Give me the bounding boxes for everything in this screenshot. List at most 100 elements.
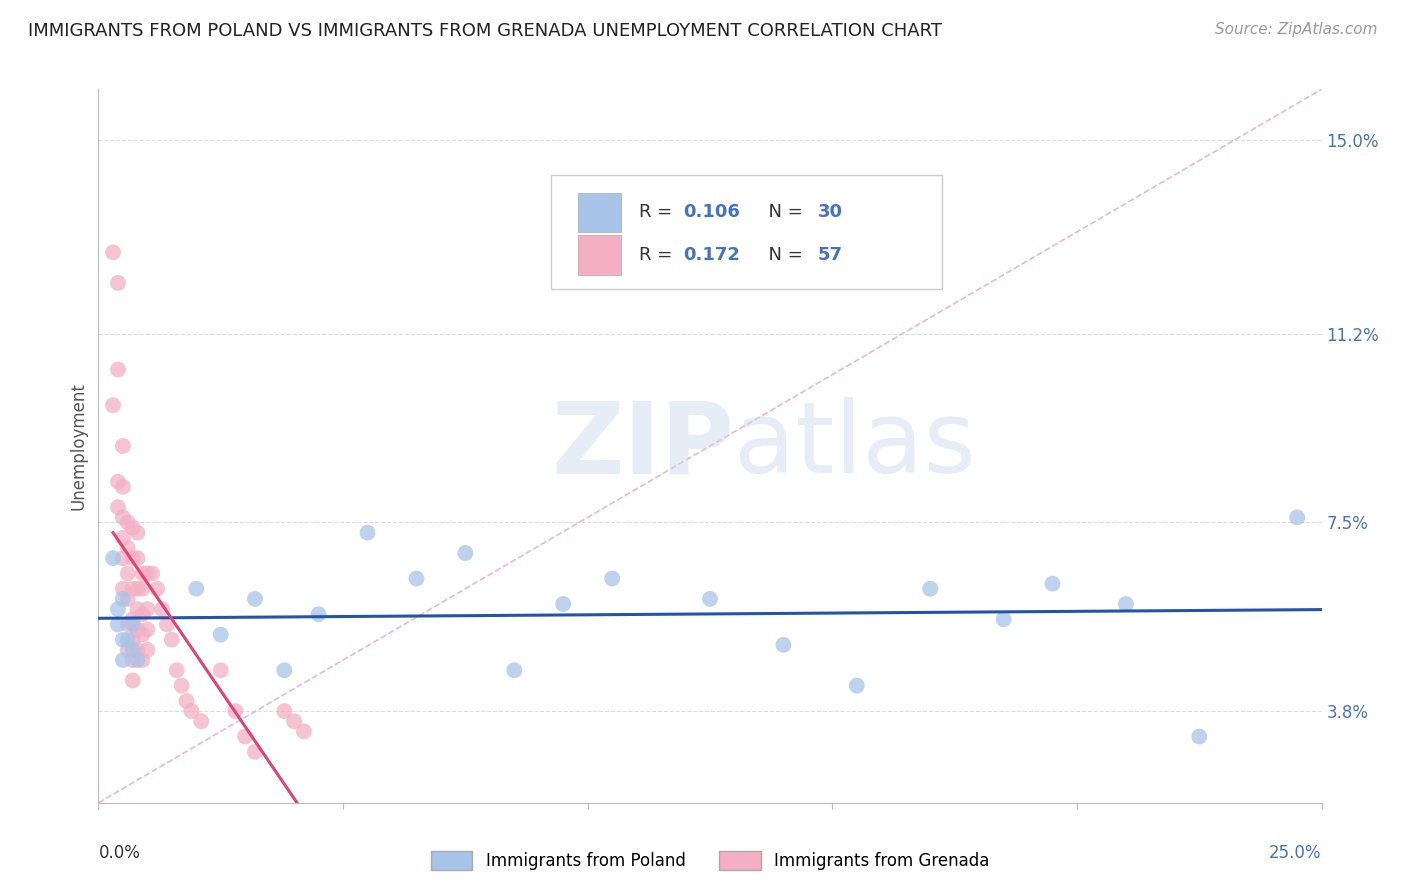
Text: 57: 57 [818,246,842,264]
Point [121,612,143,626]
Point [224,704,246,718]
Point [111,632,134,647]
Point [243,591,266,606]
Point [127,525,149,540]
Text: R =: R = [640,246,678,264]
Point [292,724,315,739]
Point [121,520,143,534]
Point [111,591,134,606]
Point [107,617,129,632]
Point [107,276,129,290]
Point [121,582,143,596]
Point [121,617,143,632]
Text: IMMIGRANTS FROM POLAND VS IMMIGRANTS FROM GRENADA UNEMPLOYMENT CORRELATION CHART: IMMIGRANTS FROM POLAND VS IMMIGRANTS FRO… [28,22,942,40]
Point [121,673,143,688]
Point [107,500,129,515]
Text: ZIP: ZIP [551,398,734,494]
Text: N =: N = [756,203,808,221]
Text: Source: ZipAtlas.com: Source: ZipAtlas.com [1215,22,1378,37]
Point [233,730,256,744]
Point [127,602,149,616]
Point [845,679,868,693]
Point [131,627,153,641]
Legend: Immigrants from Poland, Immigrants from Grenada: Immigrants from Poland, Immigrants from … [425,844,995,877]
Text: 0.106: 0.106 [683,203,740,221]
Point [111,582,134,596]
Point [920,582,942,596]
Text: atlas: atlas [734,398,976,494]
Point [1042,576,1064,591]
Point [176,694,198,708]
Point [131,653,153,667]
Point [131,566,153,581]
Point [166,663,188,677]
Point [180,704,202,718]
Text: 30: 30 [818,203,842,221]
Point [107,475,129,489]
Text: 0.172: 0.172 [683,246,740,264]
Point [273,663,295,677]
Point [111,510,134,524]
Y-axis label: Unemployment: Unemployment [69,382,87,510]
Text: 25.0%: 25.0% [1270,844,1322,862]
Point [127,643,149,657]
Point [131,607,153,622]
Point [273,704,295,718]
Point [1286,510,1309,524]
Point [160,632,183,647]
Point [1115,597,1137,611]
Point [209,663,232,677]
Point [136,623,159,637]
Point [699,591,721,606]
Point [117,566,139,581]
Point [209,627,232,641]
Point [121,643,143,657]
Point [503,663,526,677]
Point [993,612,1015,626]
Point [107,602,129,616]
Point [308,607,330,622]
Point [127,582,149,596]
Point [111,439,134,453]
Point [121,632,143,647]
Point [101,245,124,260]
FancyBboxPatch shape [578,193,620,232]
Point [772,638,794,652]
Point [156,617,179,632]
Point [111,480,134,494]
Point [117,516,139,530]
Point [111,653,134,667]
Point [131,582,153,596]
Point [127,653,149,667]
Text: N =: N = [756,246,808,264]
Point [117,632,139,647]
Point [405,572,427,586]
Point [101,551,124,566]
Point [117,617,139,632]
Point [146,582,169,596]
Point [141,566,163,581]
Point [170,679,193,693]
Point [136,566,159,581]
Point [186,582,208,596]
Point [117,591,139,606]
Text: 0.0%: 0.0% [98,844,141,862]
Point [1188,730,1211,744]
Point [111,551,134,566]
Point [127,551,149,566]
Point [454,546,477,560]
Point [121,551,143,566]
Point [243,745,266,759]
Point [190,714,212,729]
Point [127,623,149,637]
Point [136,643,159,657]
FancyBboxPatch shape [578,235,620,275]
Point [600,572,623,586]
Point [553,597,575,611]
Point [101,398,124,412]
Point [117,541,139,555]
Point [117,643,139,657]
Point [136,602,159,616]
Point [111,531,134,545]
Point [283,714,305,729]
